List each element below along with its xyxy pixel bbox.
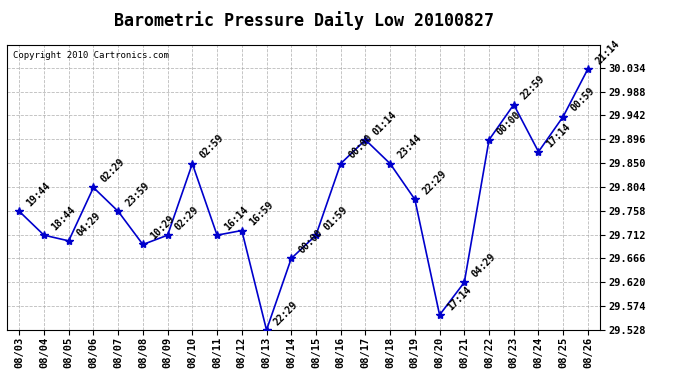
Text: 00:00: 00:00 [495,109,522,137]
Text: 23:44: 23:44 [395,133,424,161]
Text: Barometric Pressure Daily Low 20100827: Barometric Pressure Daily Low 20100827 [114,11,493,30]
Text: 21:14: 21:14 [593,38,621,66]
Text: 01:59: 01:59 [322,204,349,232]
Text: 00:00: 00:00 [346,133,374,161]
Text: 22:29: 22:29 [420,169,448,196]
Text: 04:29: 04:29 [470,252,497,279]
Text: Copyright 2010 Cartronics.com: Copyright 2010 Cartronics.com [13,51,169,60]
Text: 18:44: 18:44 [50,204,77,232]
Text: 16:14: 16:14 [223,204,250,232]
Text: 22:29: 22:29 [272,299,300,327]
Text: 00:00: 00:00 [297,228,324,256]
Text: 23:59: 23:59 [124,181,152,209]
Text: 17:14: 17:14 [544,121,572,149]
Text: 04:29: 04:29 [75,210,102,238]
Text: 02:29: 02:29 [99,157,127,185]
Text: 16:59: 16:59 [247,200,275,228]
Text: 01:14: 01:14 [371,109,399,137]
Text: 19:44: 19:44 [25,181,52,209]
Text: 02:59: 02:59 [198,133,226,161]
Text: 10:29: 10:29 [148,214,176,242]
Text: 02:29: 02:29 [173,204,201,232]
Text: 17:14: 17:14 [445,284,473,312]
Text: 00:59: 00:59 [569,86,597,114]
Text: 22:59: 22:59 [520,74,547,102]
